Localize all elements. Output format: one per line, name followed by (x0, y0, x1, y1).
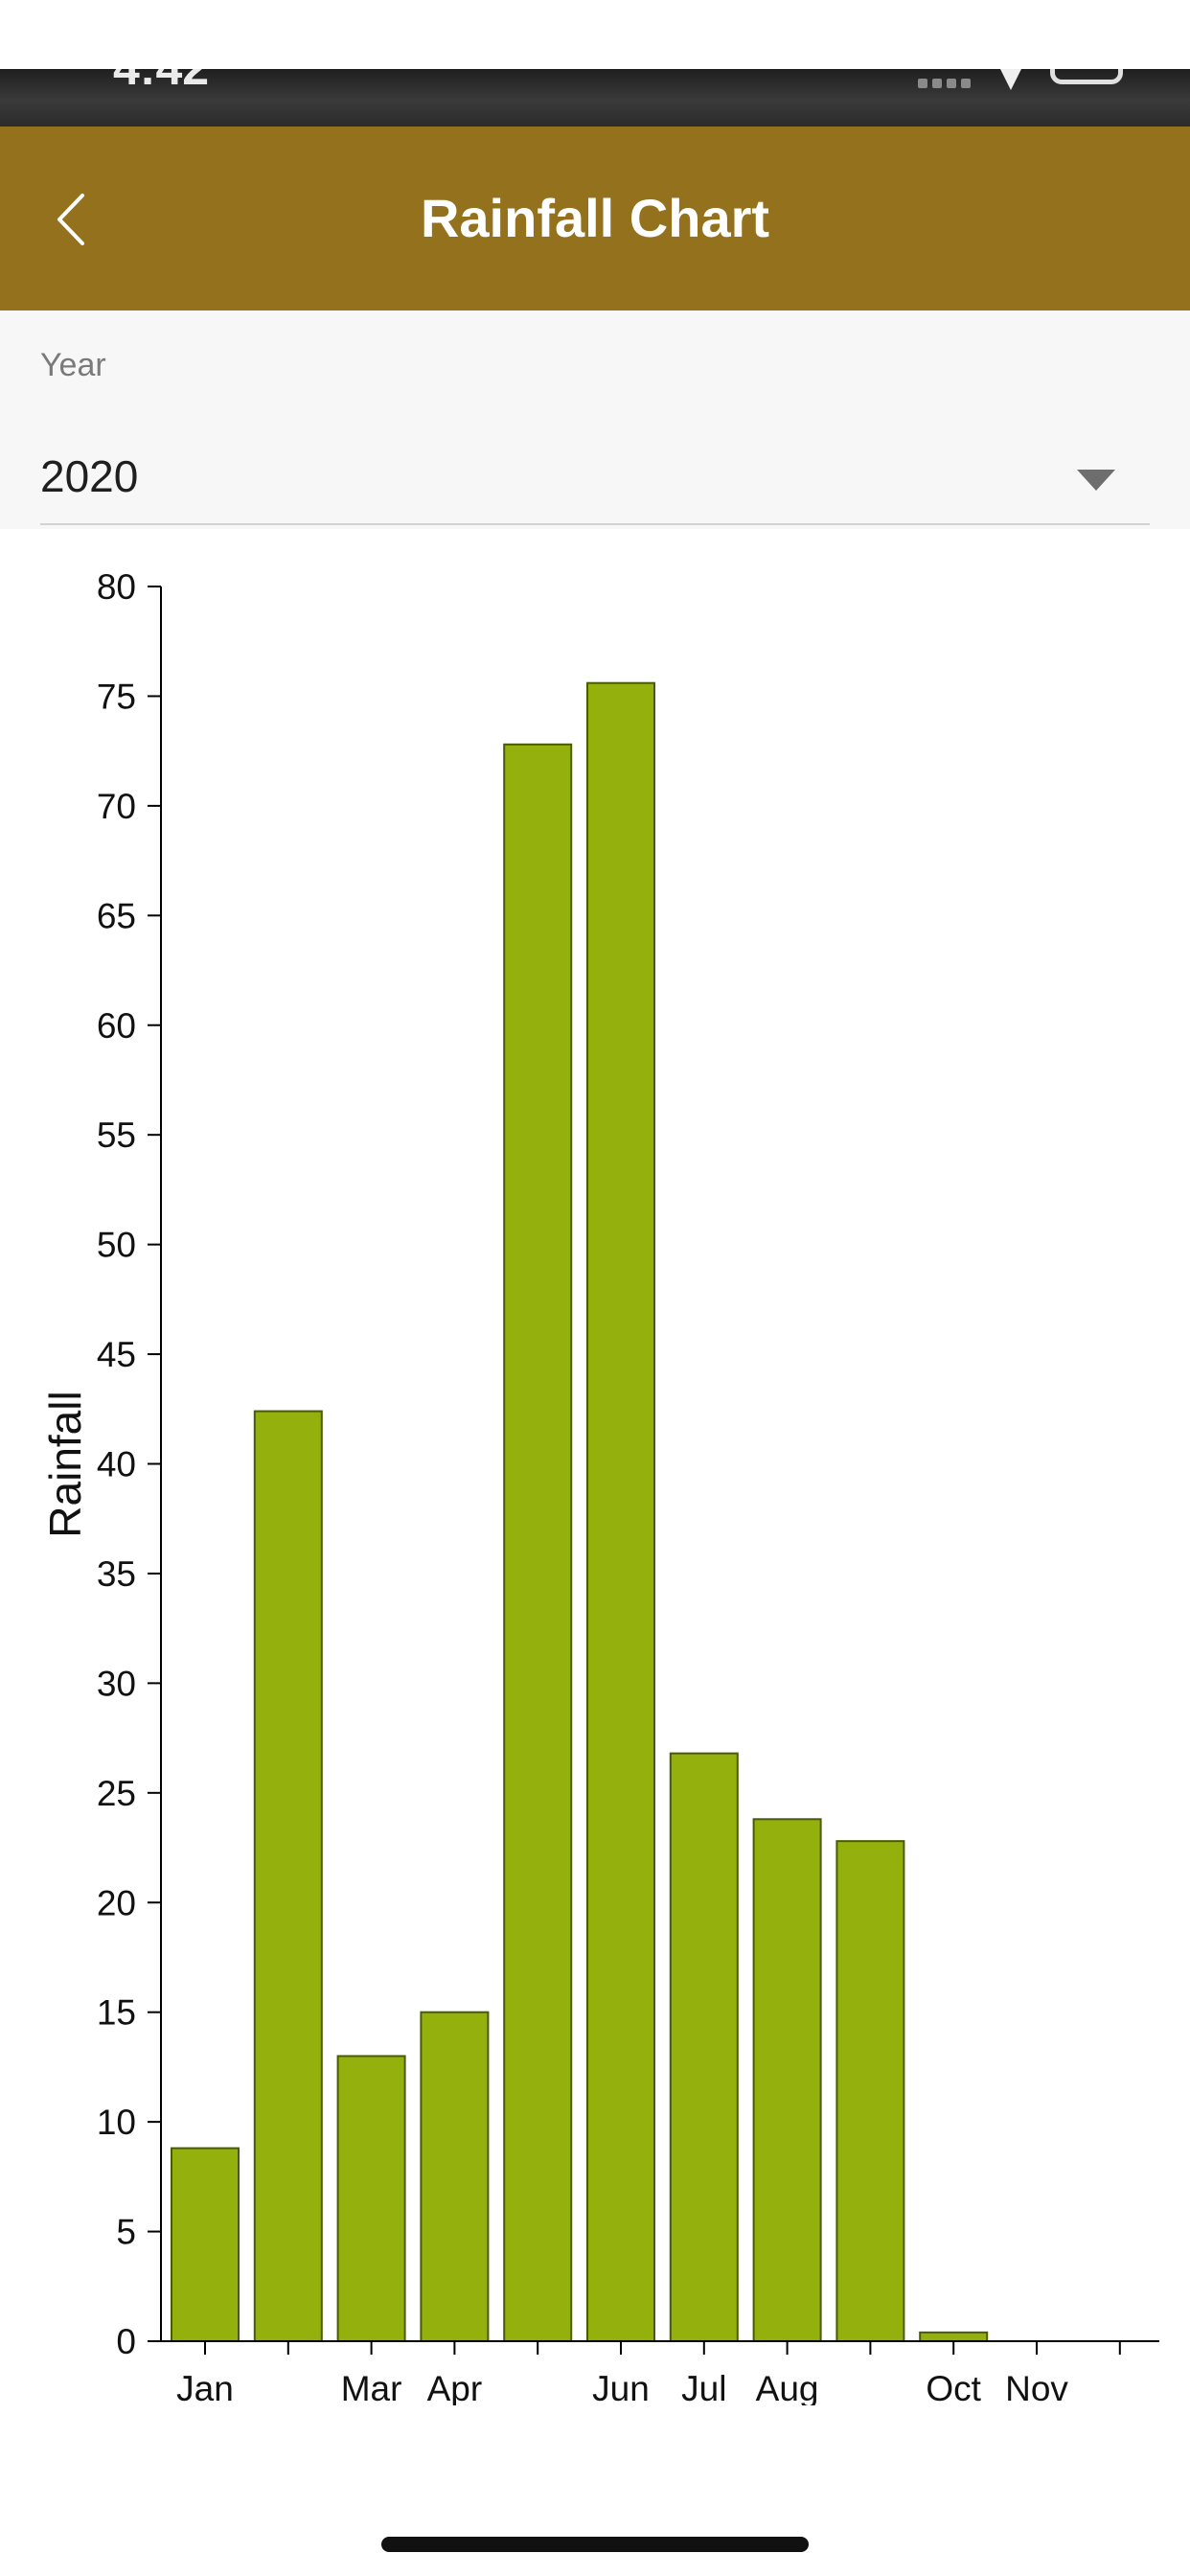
home-indicator (381, 2537, 809, 2552)
x-tick-label: Mar (341, 2369, 402, 2405)
y-tick-label: 0 (116, 2322, 136, 2361)
status-bar: 4:42 (0, 69, 1190, 126)
bar-aug (752, 1818, 822, 2342)
rainfall-chart: 0 5 10 15 20 25 30 35 40 45 50 55 60 65 70 75 80 Rainfall… (0, 537, 1190, 2405)
wifi-icon (1000, 69, 1021, 90)
page-title: Rainfall Chart (420, 188, 770, 248)
bar-feb (253, 1410, 323, 2342)
y-tick-label: 70 (97, 787, 136, 826)
y-tick-label: 10 (97, 2103, 136, 2142)
year-label: Year (40, 347, 106, 383)
y-tick-label: 50 (97, 1226, 136, 1265)
battery-icon (1050, 69, 1123, 84)
y-tick-label: 35 (97, 1554, 136, 1594)
x-tick-label: Jan (176, 2369, 234, 2405)
y-tick-label: 5 (116, 2213, 136, 2252)
status-time: 4:42 (113, 69, 209, 96)
y-tick-label: 65 (97, 896, 136, 935)
back-button[interactable] (42, 174, 128, 261)
x-tick-label: Jul (681, 2369, 726, 2405)
bar-mar (336, 2055, 406, 2343)
chart-svg: 0 5 10 15 20 25 30 35 40 45 50 55 60 65 70 75 80 Rainfall… (40, 567, 1159, 2405)
y-axis-label: Rainfall (40, 1391, 90, 1537)
bar-sep (835, 1840, 905, 2343)
bar-jul (669, 1752, 739, 2342)
bar-jun (586, 681, 655, 2343)
bar-oct (919, 2331, 989, 2342)
x-tick-label: Nov (1005, 2369, 1068, 2405)
y-tick-label: 15 (97, 1993, 136, 2033)
signal-icon (918, 73, 972, 88)
x-tick-label: Apr (427, 2369, 483, 2405)
x-tick-label: Jun (592, 2369, 650, 2405)
y-tick-label: 40 (97, 1445, 136, 1484)
year-dropdown[interactable]: 2020 (40, 416, 1150, 525)
y-tick-label: 80 (97, 567, 136, 607)
x-tick-label: Oct (926, 2369, 981, 2405)
y-tick-label: 30 (97, 1664, 136, 1703)
dropdown-arrow-icon (1077, 470, 1115, 491)
bar-may (503, 743, 573, 2342)
y-tick-label: 20 (97, 1883, 136, 1922)
y-tick-label: 25 (97, 1774, 136, 1813)
bar-jan (171, 2147, 240, 2342)
app-header: Rainfall Chart (0, 126, 1190, 310)
y-tick-label: 75 (97, 677, 136, 716)
x-tick-label: Aug (756, 2369, 819, 2405)
y-tick-label: 45 (97, 1335, 136, 1374)
y-tick-label: 60 (97, 1006, 136, 1046)
year-value: 2020 (40, 451, 139, 501)
back-chevron-icon (57, 194, 84, 245)
year-selector: Year 2020 (0, 310, 1190, 529)
bar-apr (420, 2011, 490, 2342)
y-tick-label: 55 (97, 1116, 136, 1155)
